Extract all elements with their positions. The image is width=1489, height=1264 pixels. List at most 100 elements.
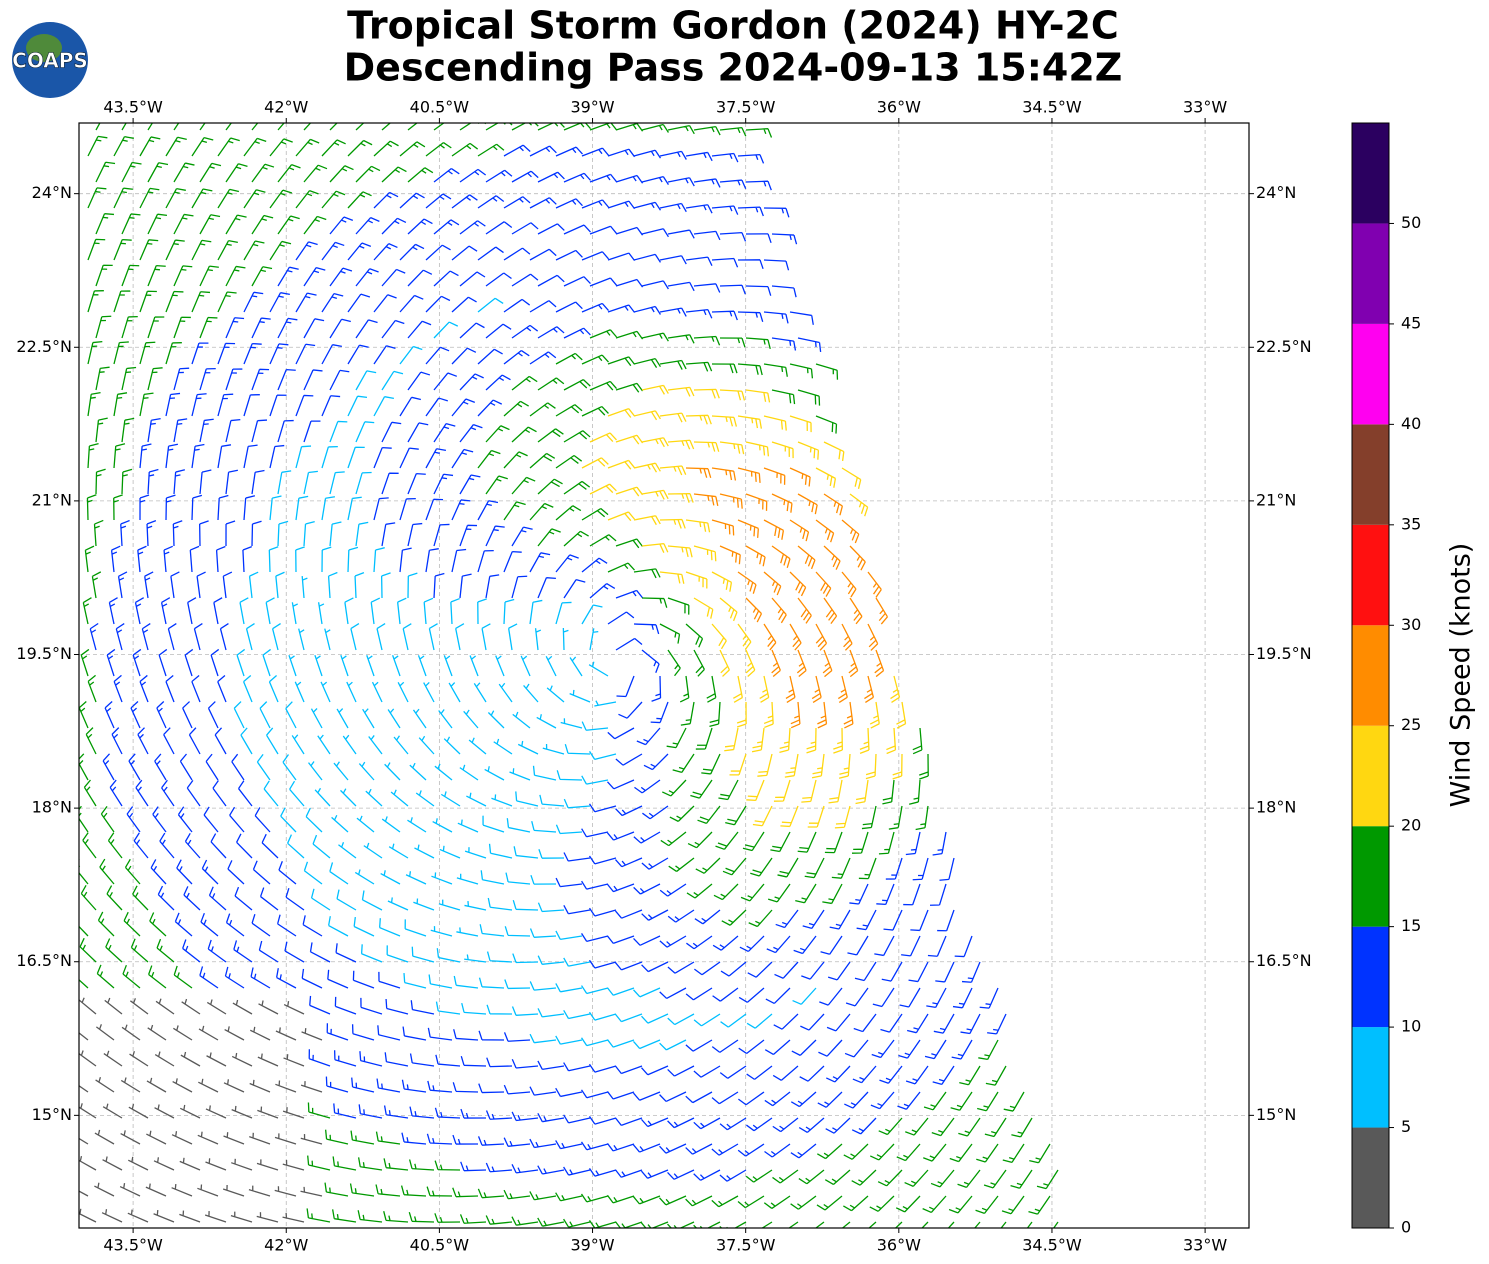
wind-barb <box>614 857 643 868</box>
wind-barb <box>831 857 851 879</box>
wind-barb <box>643 753 669 771</box>
wind-barb <box>796 649 807 678</box>
wind-barb <box>788 1221 799 1228</box>
wind-barb <box>640 1169 669 1179</box>
wind-barb <box>563 1114 591 1124</box>
wind-barb <box>321 344 342 365</box>
wind-barb <box>197 1131 219 1145</box>
wind-barb <box>347 191 372 209</box>
wind-barb <box>825 1065 851 1083</box>
wind-barb <box>538 849 565 859</box>
wind-barb <box>747 961 773 978</box>
wind-barb <box>206 999 227 1015</box>
wind-barb <box>113 290 131 313</box>
wind-barb <box>859 727 870 754</box>
wind-barb <box>818 1039 843 1057</box>
wind-barb <box>173 265 193 287</box>
wind-barb <box>719 441 745 455</box>
wind-barb <box>737 519 759 538</box>
wind-barb <box>89 622 99 651</box>
wind-barb <box>685 414 712 425</box>
wind-barb <box>771 441 794 459</box>
wind-barb <box>979 987 999 1009</box>
wind-barb <box>381 166 407 183</box>
wind-barb <box>347 139 373 157</box>
wind-barb <box>844 1091 869 1109</box>
wind-barb <box>555 601 572 625</box>
wind-barb <box>667 492 694 503</box>
wind-barb <box>256 1212 279 1223</box>
wind-barb <box>117 571 128 599</box>
wind-barb <box>128 1156 149 1171</box>
wind-barb <box>127 1209 149 1223</box>
wind-barb <box>922 1195 947 1214</box>
wind-barb <box>563 1218 591 1228</box>
wind-barb <box>517 740 539 755</box>
wind-barb <box>147 123 154 131</box>
wind-barb <box>456 873 479 885</box>
wind-barb <box>312 834 331 859</box>
wind-barb <box>878 1117 903 1136</box>
wind-barb <box>295 292 317 313</box>
wind-barb <box>927 935 947 957</box>
wind-barb <box>580 1141 609 1151</box>
wind-barb <box>181 998 201 1015</box>
wind-barb <box>709 701 721 728</box>
wind-barb <box>399 243 425 261</box>
wind-barb <box>838 753 851 779</box>
wind-barb <box>711 623 727 650</box>
wind-barb <box>607 408 636 418</box>
wind-barb <box>764 1091 791 1107</box>
wind-barb <box>529 452 556 469</box>
wind-barb <box>111 727 123 755</box>
wind-barb <box>555 404 583 417</box>
wind-barb <box>789 519 810 542</box>
wind-barb <box>511 1216 539 1226</box>
wind-barb <box>711 1039 739 1053</box>
wind-barb <box>425 244 451 261</box>
wind-barb <box>363 842 383 859</box>
wind-barb <box>129 1051 149 1067</box>
wind-barb <box>478 977 505 989</box>
wind-barb <box>555 554 579 573</box>
wind-barb <box>896 701 907 729</box>
wind-barb <box>399 447 419 469</box>
wind-barb <box>529 145 557 157</box>
wind-barb <box>976 1143 999 1163</box>
wind-barb <box>375 1131 401 1145</box>
wind-barb <box>633 305 661 315</box>
y-tick-label: 18°N <box>32 798 72 817</box>
wind-barb <box>199 214 221 235</box>
wind-barb <box>607 779 635 790</box>
wind-barb <box>694 909 721 925</box>
wind-barb <box>504 979 531 990</box>
wind-barb <box>258 940 279 963</box>
wind-barb <box>537 528 561 547</box>
wind-barb <box>845 987 869 1007</box>
wind-barb <box>156 701 167 729</box>
wind-barb <box>529 1086 557 1096</box>
wind-barb <box>215 545 226 573</box>
wind-barb <box>926 987 947 1009</box>
wind-barb <box>387 708 401 729</box>
wind-barb <box>165 188 186 209</box>
wind-barb <box>236 833 253 859</box>
wind-barb <box>257 1106 279 1119</box>
wind-barb <box>511 1111 539 1122</box>
wind-barb <box>115 622 125 651</box>
wind-barb <box>933 1013 955 1034</box>
wind-barb <box>353 917 375 937</box>
wind-barb <box>888 805 903 830</box>
wind-barb <box>641 857 669 870</box>
wind-barb <box>855 779 869 805</box>
wind-barb <box>898 1039 921 1059</box>
wind-barb <box>84 545 95 573</box>
wind-barb <box>402 623 412 651</box>
wind-barb <box>95 213 115 235</box>
wind-barb <box>667 334 695 344</box>
wind-barb <box>172 1078 193 1093</box>
wind-barb <box>439 845 461 859</box>
wind-barb <box>580 1193 609 1203</box>
wind-barb <box>347 546 359 573</box>
wind-barb <box>815 519 835 543</box>
